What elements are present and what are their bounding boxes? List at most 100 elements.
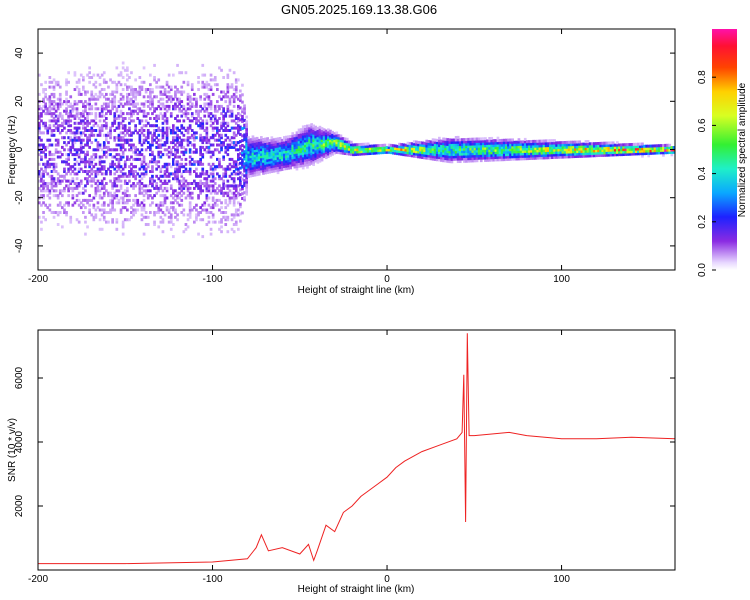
spectrogram-cell [224,145,228,149]
spectrogram-cell [86,90,89,94]
spectrogram-cell [412,154,416,158]
spectrogram-cell [52,215,56,219]
spectrogram-cell [266,156,269,160]
spectrogram-cell [505,138,508,142]
spectrogram-cell [109,131,112,135]
spectrogram-cell [364,152,368,156]
spectrogram-cell [232,186,236,190]
spectrogram-cell [184,114,188,118]
spectrogram-cell [153,138,156,142]
spectrogram-cell [532,156,535,160]
spectrogram-cell [65,107,68,111]
spectrogram-cell [56,83,60,87]
spectrogram-cell [123,162,127,166]
spectrogram-cell [77,80,81,84]
spectrogram-cell [165,126,169,130]
spectrogram-cell [297,140,301,144]
spectrogram-cell [38,131,41,135]
spectrogram-cell [40,189,43,193]
spectrogram-cell [140,102,144,106]
spectrogram-cell [144,184,148,188]
spectrogram-cell [234,141,238,145]
spectrogram-cell [69,186,73,190]
spectrogram-cell [230,213,234,217]
spectrogram-cell [484,149,487,153]
spectrogram-cell [643,152,646,156]
spectrogram-cell [73,162,77,166]
spectrogram-cell [651,151,655,155]
spectrogram-cell [448,148,452,152]
spectrogram-cell [316,131,320,135]
spectrogram-cell [446,138,450,142]
spectrogram-cell [605,153,609,157]
spectrogram-cell [521,157,525,161]
spectrogram-cell [239,188,242,192]
spectrogram-cell [151,184,154,188]
spectrogram-cell [113,162,117,166]
spectrogram-cell [544,149,548,153]
spectrogram-cell [205,107,209,111]
spectrogram-cell [88,157,91,161]
spectrogram-cell [193,138,196,142]
spectrogram-cell [270,145,274,149]
spectrogram-cell [67,184,70,188]
spectrogram-cell [174,85,177,89]
spectrogram-cell [155,162,158,166]
spectrogram-cell [247,172,251,176]
spectrogram-cell [356,148,359,152]
spectrogram-cell [442,144,445,148]
spectrogram-cell [84,121,87,125]
spectrogram-cell [622,153,625,157]
spectrogram-cell [121,95,125,99]
spectrogram-cell [38,215,41,219]
spectrogram-cell [482,149,485,153]
spectrogram-cell [190,88,194,92]
spectrogram-cell [264,161,267,165]
spectrogram-cell [75,182,79,186]
spectrogram-cell [239,193,242,197]
spectrogram-cell [245,137,248,141]
spectrogram-cell [515,147,519,151]
spectrogram-cell [119,148,123,152]
spectrogram-cell [180,85,184,89]
spectrogram-cell [247,136,251,140]
spectrogram-cell [182,138,186,142]
spectrogram-cell [79,114,83,118]
spectrogram-cell [540,139,544,143]
spectrogram-cell [117,133,121,137]
spectrogram-cell [193,131,196,135]
spectrogram-cell [169,88,173,92]
spectrogram-cell [316,141,320,145]
spectrogram-cell [180,174,184,178]
spectrogram-cell [195,112,198,116]
spectrogram-cell [494,141,498,145]
spectrogram-cell [490,151,494,155]
spectrogram-cell [54,114,58,118]
spectrogram-cell [226,73,230,77]
spectrogram-cell [461,150,464,154]
spectrogram-cell [318,125,322,129]
spectrogram-cell [255,139,259,143]
spectrogram-cell [297,128,301,132]
spectrogram-cell [197,88,200,92]
spectrogram-cell [75,153,79,157]
spectrogram-cell [301,154,305,158]
spectrogram-cell [343,139,347,143]
spectrogram-cell [234,85,238,89]
spectrogram-cell [65,160,68,164]
spectrogram-cell [220,177,223,181]
spectrogram-cell [126,73,129,77]
spectrogram-cell [243,111,246,115]
spectrogram-cell [195,174,198,178]
spectrogram-cell [109,126,112,130]
spectrogram-cell [117,153,121,157]
spectrogram-cell [132,170,135,174]
spectrogram-cell [42,179,45,183]
spectrogram-cell [67,117,70,121]
spectrogram-cell [92,129,96,133]
spectrogram-cell [329,136,332,140]
spectrogram-cell [138,189,142,193]
spectrogram-cell [96,179,100,183]
spectrogram-cell [239,94,242,98]
